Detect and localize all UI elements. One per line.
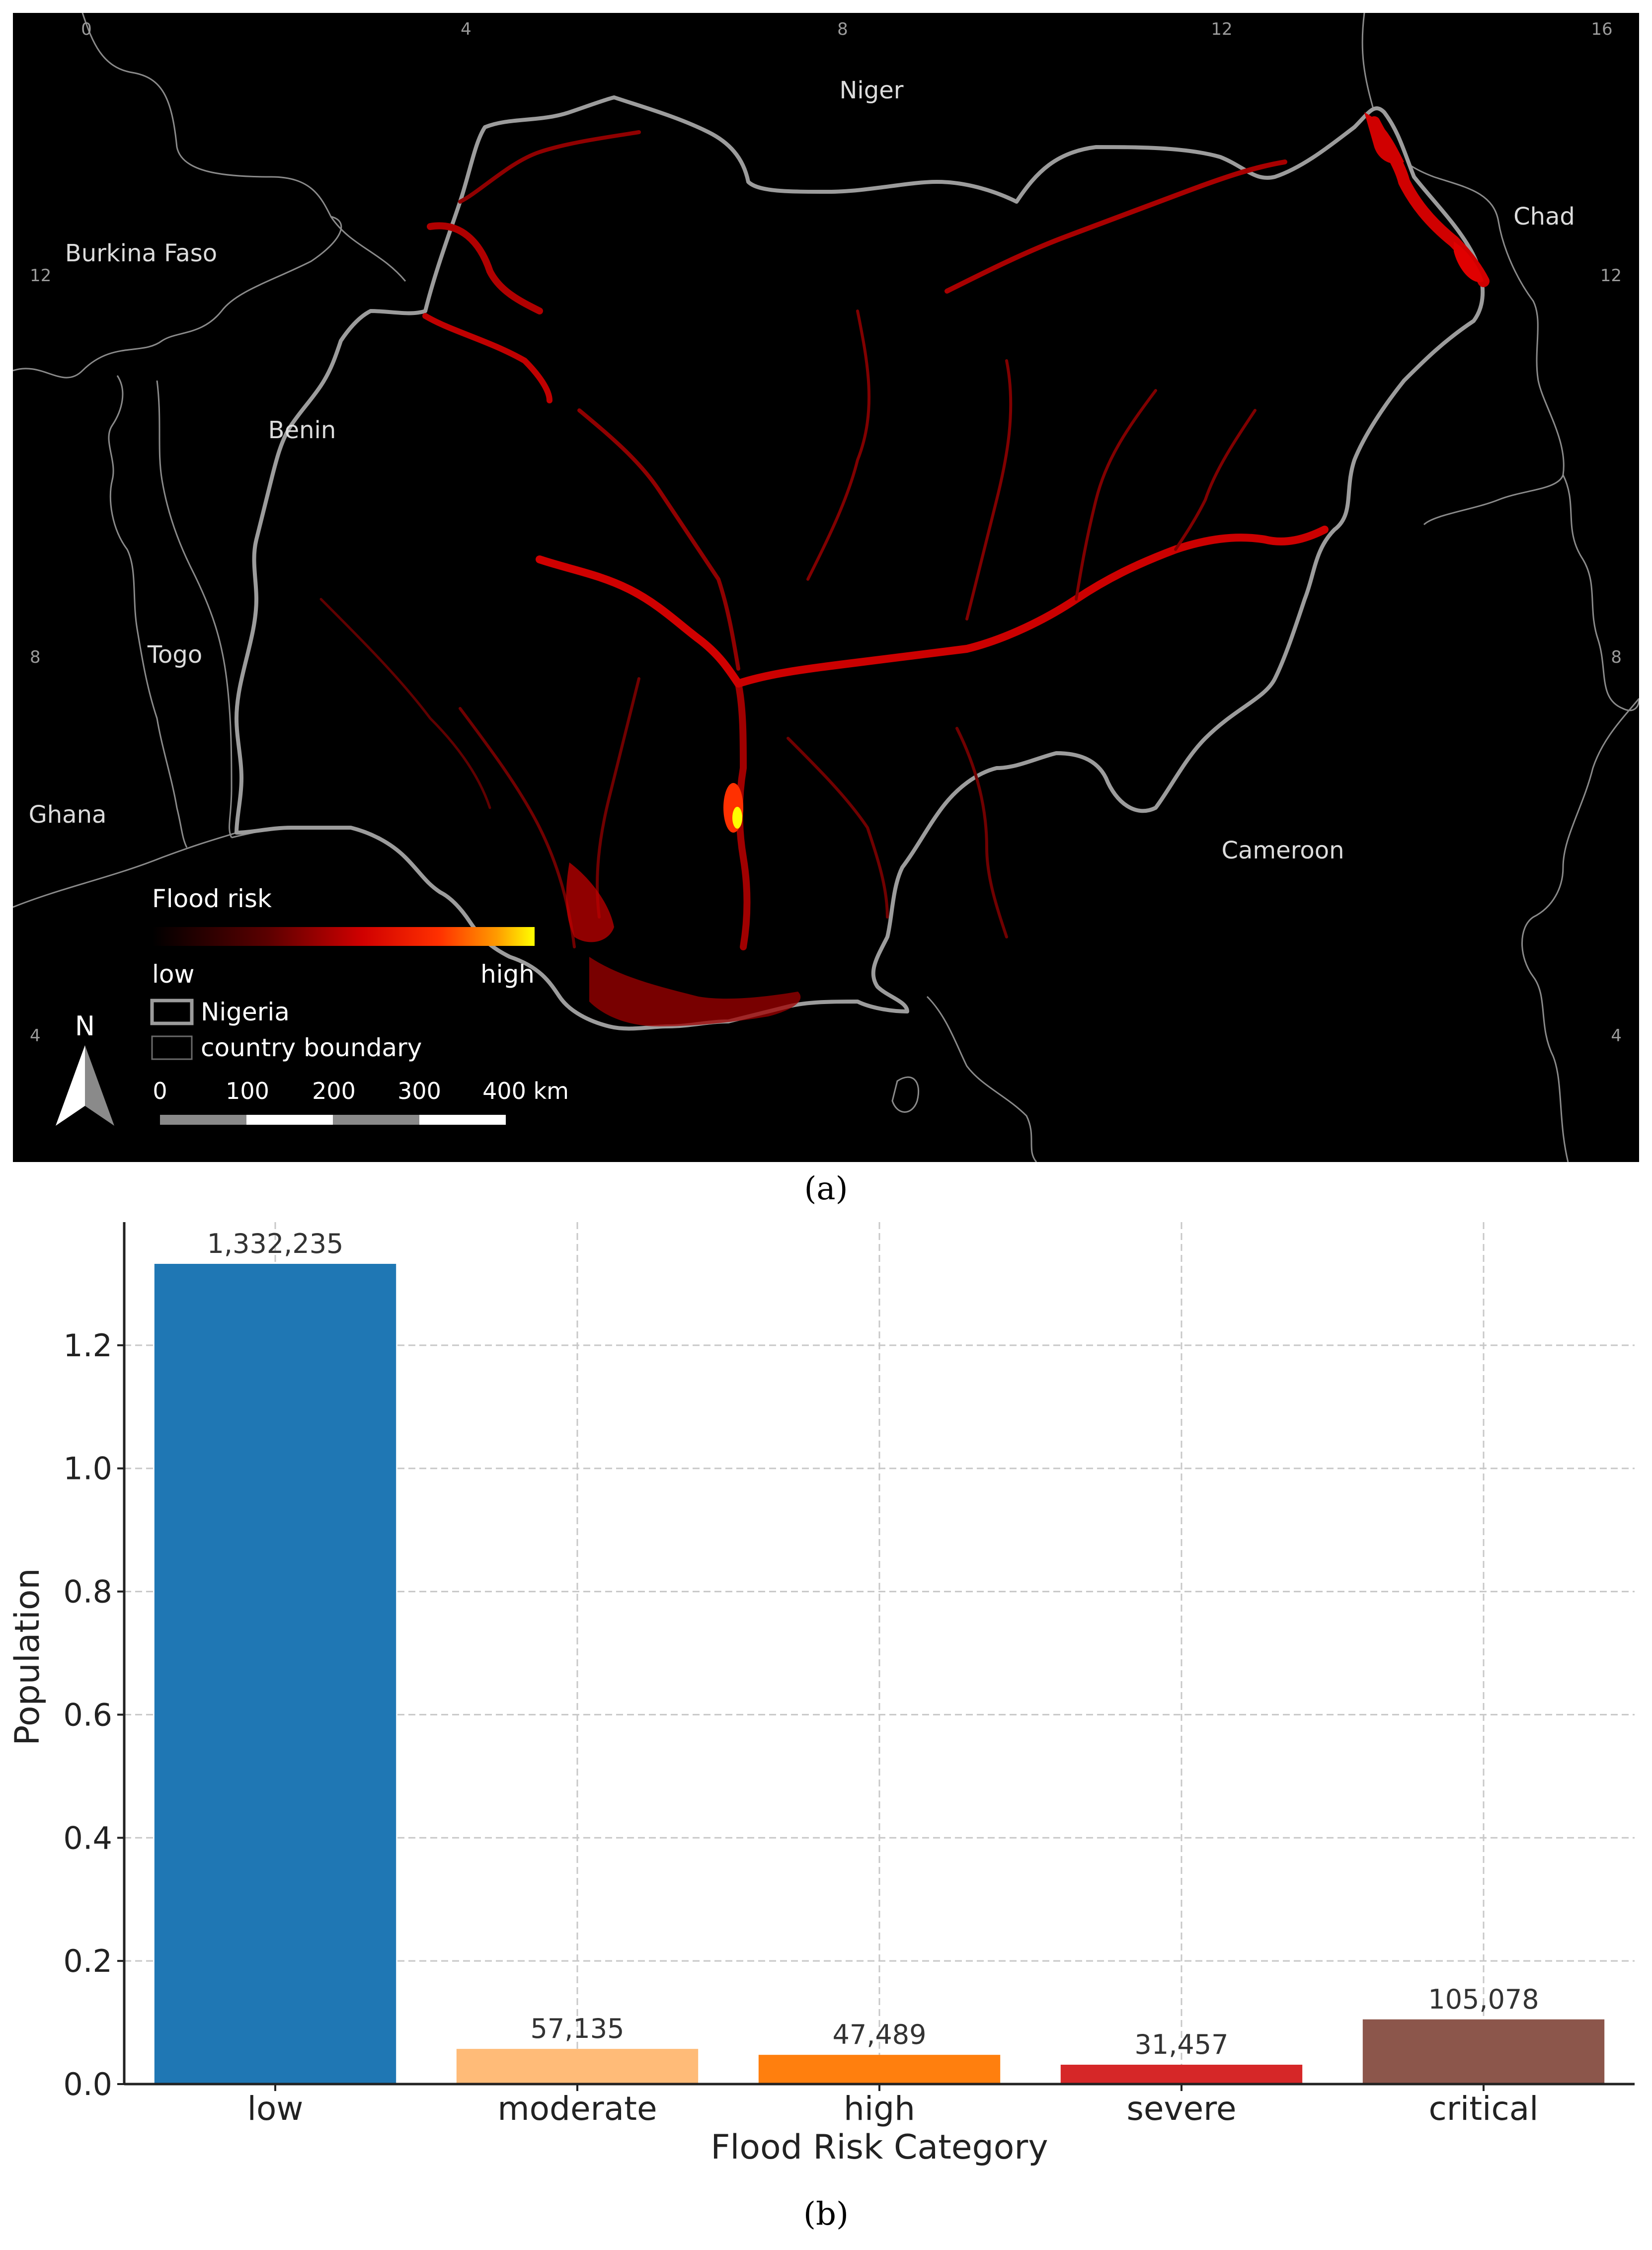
x-tick-label: severe xyxy=(1127,2090,1237,2128)
chart-caption: (b) xyxy=(803,2196,849,2233)
y-tick-label: 0.4 xyxy=(63,1820,112,1856)
country-labels: Niger Chad Burkina Faso Benin Togo Ghana… xyxy=(29,77,1575,864)
y-tick-label: 0.2 xyxy=(63,1943,112,1979)
y-axis-label: Population xyxy=(8,1568,47,1745)
bar-critical xyxy=(1362,2019,1605,2084)
label-benin: Benin xyxy=(268,416,336,444)
nigeria-outline xyxy=(235,95,1485,1031)
top-tick-8: 8 xyxy=(837,19,848,39)
north-arrow-icon xyxy=(56,1045,85,1126)
bioko-island xyxy=(891,1076,920,1113)
y-tick-label: 0.8 xyxy=(63,1574,112,1610)
left-tick-4: 4 xyxy=(30,1026,41,1046)
bar-value-label: 47,489 xyxy=(833,2019,927,2050)
bar-high xyxy=(758,2055,1001,2084)
flood-risk-map: 0 4 8 12 16 12 8 4 12 8 4 Niger Chad Bur… xyxy=(13,13,1639,1162)
label-togo: Togo xyxy=(147,641,202,669)
x-tick-label: critical xyxy=(1428,2090,1538,2128)
legend-title: Flood risk xyxy=(152,884,272,913)
bar-low xyxy=(154,1263,396,2084)
legend-nigeria-swatch xyxy=(150,999,194,1025)
left-tick-12: 12 xyxy=(30,266,51,286)
north-arrow-label: N xyxy=(75,1010,95,1042)
top-tick-0: 0 xyxy=(81,19,92,39)
map-svg: 0 4 8 12 16 12 8 4 12 8 4 Niger Chad Bur… xyxy=(13,13,1639,1162)
bar-severe xyxy=(1060,2065,1303,2084)
map-caption: (a) xyxy=(804,1170,848,1207)
tick-layer: 0.0 0.2 0.4 0.6 0.8 1.0 1.2 low moderate high seve… xyxy=(63,1327,1538,2128)
scale-400: 400 km xyxy=(482,1078,569,1104)
legend-nigeria-label: Nigeria xyxy=(201,998,290,1026)
north-arrow: N xyxy=(75,1010,95,1042)
scale-0: 0 xyxy=(153,1078,167,1104)
legend-boundary-swatch xyxy=(151,1035,193,1060)
right-tick-8: 8 xyxy=(1611,647,1622,667)
y-tick-label: 0.6 xyxy=(63,1697,112,1733)
label-cameroon: Cameroon xyxy=(1221,837,1344,864)
label-burkina-faso: Burkina Faso xyxy=(65,239,217,267)
scale-300: 300 xyxy=(397,1078,441,1104)
x-axis-label: Flood Risk Category xyxy=(710,2128,1048,2167)
x-tick-label: moderate xyxy=(497,2090,657,2128)
legend-high: high xyxy=(480,960,535,989)
bar-moderate xyxy=(456,2049,699,2084)
label-chad: Chad xyxy=(1513,203,1575,231)
bar-layer: 1,332,235 57,135 47,489 31,457 105,078 xyxy=(154,1228,1605,2084)
right-tick-4: 4 xyxy=(1611,1026,1622,1046)
scale-bar: 0 100 200 300 400 km xyxy=(153,1078,569,1104)
scale-200: 200 xyxy=(312,1078,356,1104)
legend-low: low xyxy=(152,960,194,989)
left-tick-8: 8 xyxy=(30,647,41,667)
bar-value-label: 31,457 xyxy=(1135,2029,1229,2060)
right-tick-12: 12 xyxy=(1600,266,1622,286)
label-ghana: Ghana xyxy=(29,801,107,829)
bar-value-label: 57,135 xyxy=(531,2013,625,2044)
population-bar-chart: 1,332,235 57,135 47,489 31,457 105,078 0.0 0.… xyxy=(0,1202,1652,2181)
top-tick-16: 16 xyxy=(1591,19,1612,39)
top-tick-12: 12 xyxy=(1211,19,1232,39)
bar-value-label: 1,332,235 xyxy=(207,1228,344,1259)
map-legend: Flood risk low high Nigeria country boun… xyxy=(150,884,535,1062)
legend-color-ramp xyxy=(152,927,535,946)
graticule-labels: 0 4 8 12 16 12 8 4 12 8 4 xyxy=(30,19,1622,1046)
delta-flood-zone xyxy=(566,112,1484,1026)
label-niger: Niger xyxy=(840,77,904,104)
y-tick-label: 0.0 xyxy=(63,2066,112,2102)
legend-boundary-label: country boundary xyxy=(201,1033,422,1062)
top-tick-4: 4 xyxy=(461,19,472,39)
scale-100: 100 xyxy=(226,1078,269,1104)
y-tick-label: 1.0 xyxy=(63,1451,112,1487)
y-tick-label: 1.2 xyxy=(63,1327,112,1364)
x-tick-label: high xyxy=(844,2090,915,2128)
x-tick-label: low xyxy=(247,2090,304,2128)
bar-value-label: 105,078 xyxy=(1428,1984,1539,2015)
